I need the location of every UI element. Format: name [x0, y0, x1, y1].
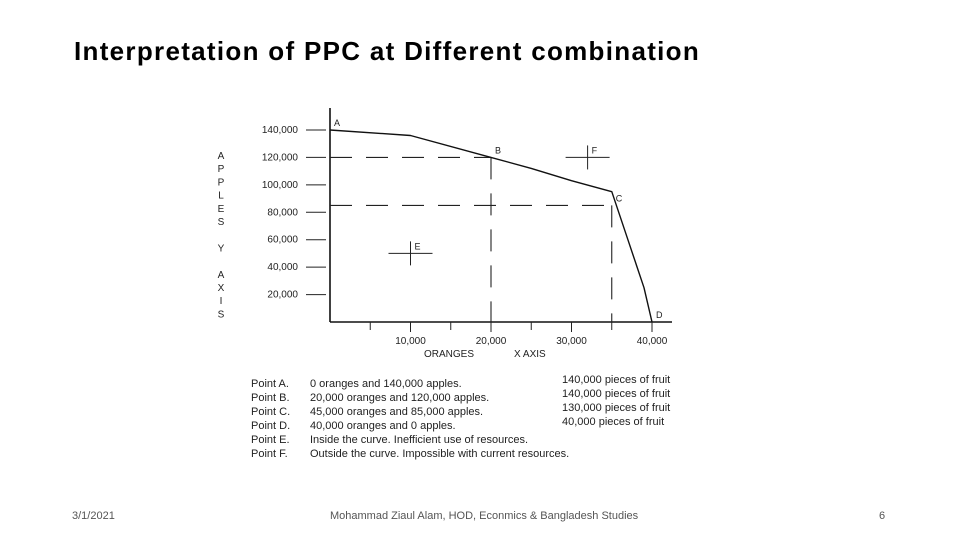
ppc-curve	[329, 129, 653, 323]
legend-description: Inside the curve. Inefficient use of res…	[310, 434, 528, 446]
point-label-d: D	[656, 310, 663, 320]
axes-layer: 140,000 120,000 100,000 80,000 60,000 40,000 2…	[218, 108, 672, 347]
legend-description: Outside the curve. Impossible with curre…	[310, 448, 569, 460]
y-axis-letter: S	[218, 309, 225, 320]
y-tick-label: 20,000	[267, 290, 298, 301]
y-tick-label: 40,000	[267, 262, 298, 273]
y-tick-label: 140,000	[262, 125, 299, 136]
legend-point-name: Point F.	[251, 448, 288, 460]
x-axis-title-secondary: X AXIS	[514, 349, 546, 360]
y-tick-label: 120,000	[262, 152, 299, 163]
legend-total: 140,000 pieces of fruit	[562, 374, 670, 386]
y-tick-label: 80,000	[267, 207, 298, 218]
point-label-c: C	[616, 193, 623, 203]
x-tick-label: 10,000	[395, 336, 426, 347]
y-axis-letter: I	[220, 296, 223, 307]
legend-point-name: Point B.	[251, 392, 290, 404]
legend-description: 45,000 oranges and 85,000 apples.	[310, 406, 483, 418]
y-axis-letter: X	[218, 283, 225, 294]
point-label-a: A	[334, 118, 340, 128]
point-label-e: E	[415, 241, 421, 251]
labels-layer: A B C D E F	[334, 118, 663, 320]
y-axis-letter: L	[218, 191, 224, 202]
x-tick-label: 20,000	[476, 336, 507, 347]
legend-point-name: Point A.	[251, 378, 289, 390]
guide-lines-layer	[330, 145, 613, 322]
legend-layer: Point A. 0 oranges and 140,000 apples. 140…	[251, 374, 670, 460]
legend-description: 40,000 oranges and 0 apples.	[310, 420, 456, 432]
legend-point-name: Point E.	[251, 434, 290, 446]
y-tick-label: 100,000	[262, 180, 299, 191]
legend-total: 130,000 pieces of fruit	[562, 402, 670, 414]
legend-total: 140,000 pieces of fruit	[562, 388, 670, 400]
legend-description: 0 oranges and 140,000 apples.	[310, 378, 462, 390]
y-axis-letter: A	[218, 270, 225, 281]
y-axis-letter: P	[218, 177, 225, 188]
y-axis-letter: E	[218, 204, 225, 215]
footer-page-number: 6	[879, 510, 886, 522]
legend-total: 40,000 pieces of fruit	[562, 416, 664, 428]
point-label-f: F	[592, 145, 598, 155]
curve-layer	[329, 129, 653, 323]
slide-title: Interpretation of PPC at Different combi…	[74, 36, 701, 66]
y-axis-letter: S	[218, 217, 225, 228]
footer-author: Mohammad Ziaul Alam, HOD, Econmics & Ban…	[330, 510, 639, 522]
x-axis-title: ORANGES	[424, 349, 474, 360]
footer-date: 3/1/2021	[72, 510, 115, 522]
x-tick-label: 40,000	[637, 336, 668, 347]
x-tick-label: 30,000	[556, 336, 587, 347]
y-axis-letter: P	[218, 164, 225, 175]
point-label-b: B	[495, 145, 501, 155]
legend-point-name: Point C.	[251, 406, 290, 418]
legend-description: 20,000 oranges and 120,000 apples.	[310, 392, 489, 404]
y-axis-letter: Y	[218, 243, 225, 254]
legend-point-name: Point D.	[251, 420, 290, 432]
y-tick-label: 60,000	[267, 235, 298, 246]
y-axis-letter: A	[218, 151, 225, 162]
